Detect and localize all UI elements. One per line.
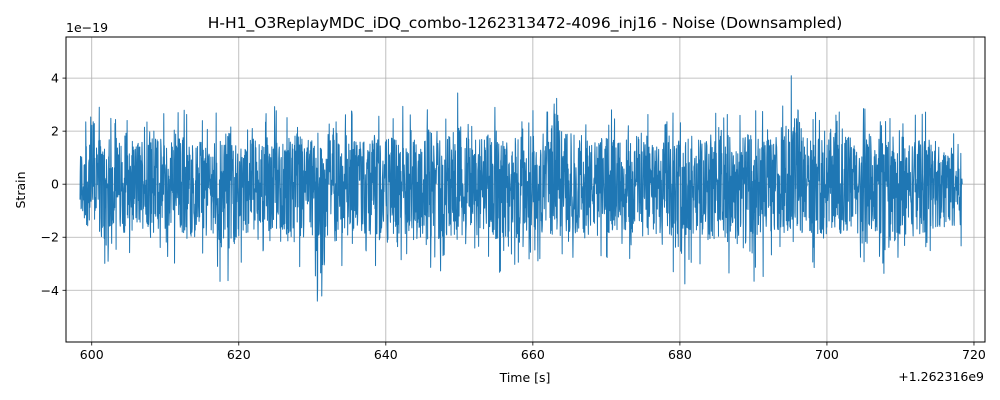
strain-series-line [79, 75, 963, 302]
y-tick-label: 4 [51, 71, 59, 86]
x-tick-label: 640 [374, 347, 398, 362]
y-axis-label: Strain [13, 171, 28, 208]
plot-frame [65, 36, 986, 343]
y-tick-label: −2 [41, 230, 59, 245]
x-axis-ticks: 600 620 640 660 680 700 720 [80, 342, 986, 362]
series-layer [79, 75, 963, 302]
chart-title: H-H1_O3ReplayMDC_iDQ_combo-1262313472-40… [208, 14, 843, 33]
y-tick-label: −4 [41, 283, 59, 298]
x-tick-label: 600 [80, 347, 104, 362]
x-tick-label: 720 [962, 347, 986, 362]
y-axis-ticks: −4 −2 0 2 4 [41, 71, 66, 298]
y-tick-label: 0 [51, 177, 59, 192]
x-tick-label: 680 [668, 347, 692, 362]
x-axis-offset-label: +1.262316e9 [898, 369, 984, 384]
x-tick-label: 620 [227, 347, 251, 362]
x-tick-label: 700 [815, 347, 839, 362]
x-axis-label: Time [s] [499, 370, 551, 385]
x-tick-label: 660 [521, 347, 545, 362]
y-axis-scale-label: 1e−19 [66, 20, 108, 35]
y-tick-label: 2 [51, 124, 59, 139]
